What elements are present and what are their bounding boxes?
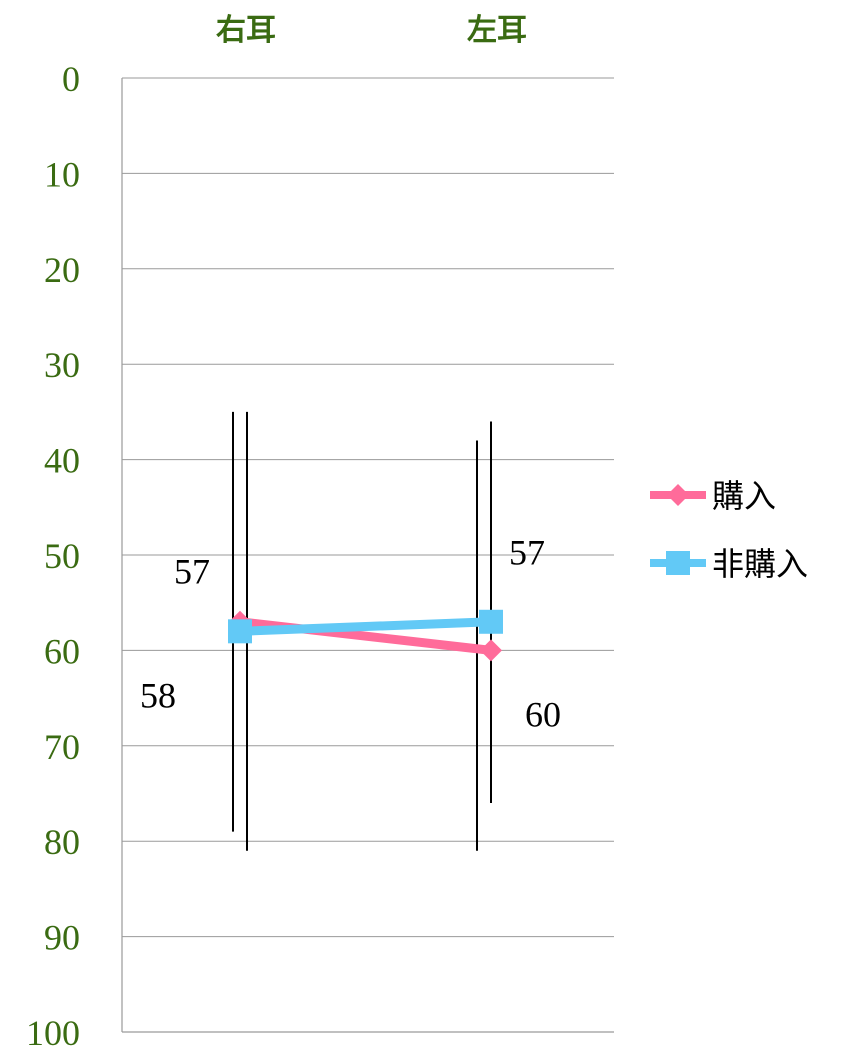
y-tick-label: 70: [44, 727, 80, 767]
data-label: 58: [140, 676, 176, 716]
legend-item: 購入: [650, 477, 776, 515]
y-axis-ticks: 0 10 20 30 40 50 60 70 80 90 100: [26, 59, 80, 1051]
data-point: [667, 484, 689, 506]
data-point: [228, 619, 252, 644]
y-tick-label: 60: [44, 631, 80, 671]
series-line: [239, 617, 492, 636]
y-tick-label: 90: [44, 918, 80, 958]
x-tick-label: 左耳: [467, 13, 527, 48]
legend-label: 購入: [712, 477, 776, 515]
y-tick-label: 30: [44, 345, 80, 385]
y-tick-label: 80: [44, 822, 80, 862]
y-tick-label: 100: [26, 1013, 80, 1051]
y-tick-label: 50: [44, 536, 80, 576]
data-point: [480, 639, 502, 662]
data-label: 57: [509, 533, 545, 573]
y-tick-label: 0: [62, 59, 80, 99]
data-label: 60: [525, 695, 561, 735]
series-1: [229, 610, 502, 662]
y-tick-label: 40: [44, 441, 80, 481]
x-axis-ticks: 右耳 左耳: [216, 13, 527, 48]
grid-layer: [121, 77, 614, 1033]
y-tick-label: 10: [44, 154, 80, 194]
series-2: [228, 609, 503, 644]
y-tick-label: 20: [44, 250, 80, 290]
legend-item: 非購入: [650, 545, 808, 583]
series-layer: [228, 609, 503, 662]
data-point: [666, 551, 690, 575]
data-label: 57: [174, 552, 210, 592]
data-point: [479, 609, 503, 634]
x-tick-label: 右耳: [216, 13, 276, 48]
data-labels: 57 60 58 57: [140, 533, 561, 735]
legend-label: 非購入: [712, 545, 808, 583]
